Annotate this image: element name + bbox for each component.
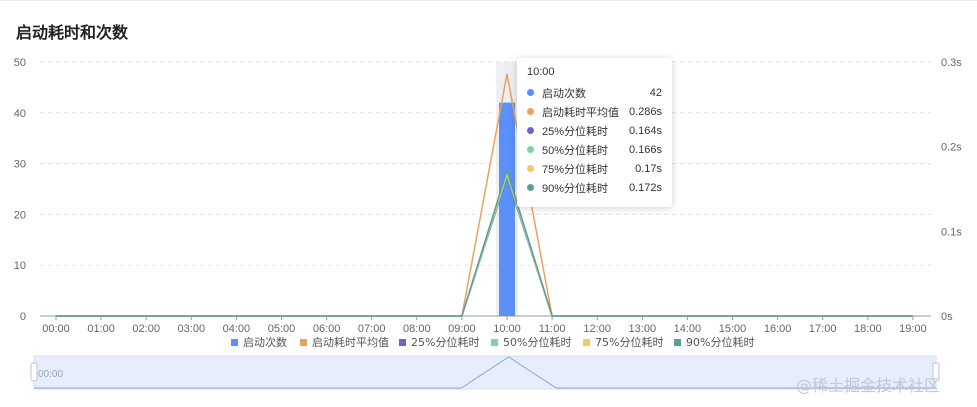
tooltip-series-name: 启动次数 (542, 87, 586, 100)
tooltip-dot (527, 146, 534, 153)
legend-swatch (300, 339, 307, 346)
x-tick-label: 18:00 (854, 323, 882, 335)
tooltip-row: 启动耗时平均值 0.286s (527, 102, 662, 121)
legend-swatch (231, 339, 238, 346)
x-tick-label: 09:00 (448, 323, 476, 335)
x-tick-label: 16:00 (764, 323, 792, 335)
y-left-tick-label: 40 (14, 108, 26, 120)
x-tick-label: 11:00 (539, 323, 566, 335)
tooltip-series-value: 0.17s (635, 162, 662, 175)
y-right-tick-label: 0.3s (941, 57, 962, 69)
x-tick-label: 00:00 (42, 323, 70, 335)
legend-item[interactable]: 75%分位耗时 (583, 335, 663, 349)
legend-swatch (583, 339, 590, 346)
x-tick-label: 14:00 (674, 323, 702, 335)
tooltip-row: 75%分位耗时 0.17s (527, 159, 662, 178)
tooltip-series-value: 0.172s (628, 181, 662, 194)
tooltip-series-value: 0.286s (628, 105, 662, 118)
legend-swatch (491, 339, 498, 346)
line-series-5[interactable] (56, 167, 913, 317)
tooltip-dot (527, 108, 534, 115)
y-left-tick-label: 50 (14, 57, 26, 69)
y-left-tick-label: 20 (14, 209, 26, 221)
y-right-tick-label: 0.2s (941, 142, 962, 154)
slider-mini-line (34, 356, 936, 389)
x-tick-label: 04:00 (223, 323, 251, 335)
watermark-text: @稀土掘金技术社区 (796, 376, 941, 395)
x-tick-label: 19:00 (899, 323, 927, 335)
x-tick-label: 07:00 (358, 323, 386, 335)
legend-label: 75%分位耗时 (595, 335, 663, 349)
tooltip-series-name: 25%分位耗时 (542, 125, 609, 138)
line-series-1[interactable] (56, 73, 913, 317)
tooltip-row: 启动次数 42 (527, 83, 662, 102)
tooltip-row: 90%分位耗时 0.172s (527, 178, 662, 197)
chart-tooltip: 10:00 启动次数 42 启动耗时平均值 0.286s 25%分位耗时 0.164s 50… (517, 58, 672, 207)
tooltip-dot (527, 89, 534, 96)
y-right-tick-label: 0.1s (941, 226, 962, 238)
slider-start-label: 00:00 (38, 369, 63, 380)
x-tick-label: 08:00 (403, 323, 431, 335)
x-tick-label: 10:00 (493, 323, 521, 335)
tooltip-dot (527, 127, 534, 134)
tooltip-series-name: 90%分位耗时 (542, 182, 609, 195)
y-right-tick-label: 0s (941, 311, 953, 323)
tooltip-series-name: 75%分位耗时 (542, 163, 609, 176)
zoom-slider[interactable]: 00:00 (30, 355, 940, 390)
legend-label: 25%分位耗时 (411, 335, 479, 349)
x-tick-label: 15:00 (719, 323, 747, 335)
x-tick-label: 02:00 (132, 323, 160, 335)
slider-handle-right[interactable] (932, 362, 940, 382)
x-tick-label: 03:00 (178, 323, 206, 335)
tooltip-series-value: 0.166s (628, 143, 662, 156)
x-tick-label: 12:00 (583, 323, 611, 335)
slider-handle-left[interactable] (30, 362, 38, 382)
x-tick-label: 01:00 (87, 323, 115, 335)
legend-swatch (674, 339, 681, 346)
legend-label: 50%分位耗时 (503, 335, 571, 349)
tooltip-dot (527, 165, 534, 172)
y-left-tick-label: 0 (20, 311, 26, 323)
legend-label: 90%分位耗时 (686, 335, 754, 349)
legend-item[interactable]: 启动耗时平均值 (300, 336, 389, 349)
legend-item[interactable]: 50%分位耗时 (491, 335, 571, 349)
x-tick-label: 13:00 (629, 323, 657, 335)
y-left-tick-label: 30 (14, 159, 26, 171)
chart-title: 启动耗时和次数 (16, 25, 129, 42)
tooltip-row: 25%分位耗时 0.164s (527, 121, 662, 140)
tooltip-series-name: 50%分位耗时 (542, 144, 609, 157)
tooltip-row: 50%分位耗时 0.166s (527, 140, 662, 159)
x-tick-label: 06:00 (313, 323, 341, 335)
legend-item[interactable]: 启动次数 (231, 335, 287, 349)
tooltip-series-value: 0.164s (628, 124, 662, 137)
x-tick-label: 05:00 (268, 323, 296, 335)
legend-item[interactable]: 90%分位耗时 (674, 335, 754, 349)
x-tick-label: 17:00 (809, 323, 837, 335)
tooltip-series-name: 启动耗时平均值 (542, 106, 619, 119)
legend-item[interactable]: 25%分位耗时 (399, 335, 479, 349)
legend-label: 启动次数 (243, 335, 287, 349)
legend-label: 启动耗时平均值 (312, 336, 389, 349)
tooltip-dot (527, 184, 534, 191)
y-left-tick-label: 10 (14, 260, 26, 272)
tooltip-series-value: 42 (649, 86, 662, 99)
bar-count[interactable] (499, 102, 515, 316)
legend-swatch (399, 339, 406, 346)
tooltip-time: 10:00 (527, 66, 555, 78)
